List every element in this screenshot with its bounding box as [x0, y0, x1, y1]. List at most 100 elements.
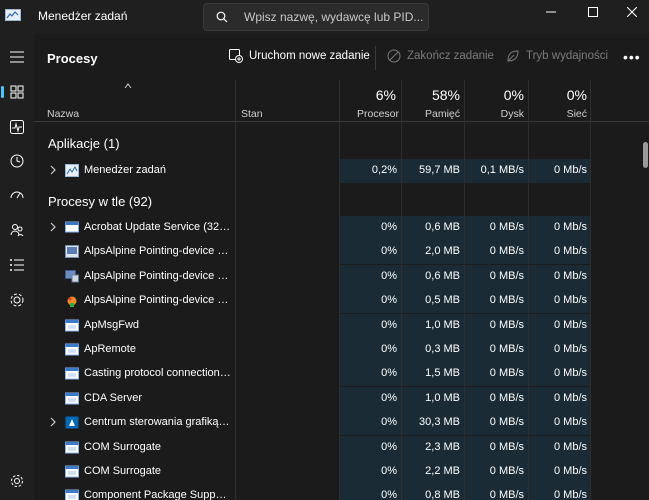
chevron-right-icon[interactable] [49, 222, 57, 232]
process-cpu: 0% [381, 318, 397, 331]
column-header-status[interactable]: Stan [241, 108, 263, 120]
network-cell-bg [529, 216, 590, 240]
column-header-disk[interactable]: Dysk [500, 108, 524, 120]
nav-services[interactable] [4, 287, 30, 313]
app-window-icon [65, 441, 79, 454]
maximize-icon [588, 7, 598, 17]
end-task-icon [387, 49, 401, 63]
cpu-cell-bg [340, 264, 401, 289]
memory-cell-bg [402, 362, 464, 387]
process-memory: 0,3 MB [425, 343, 460, 355]
process-row[interactable]: Acrobat Update Service (32-bi... 0% 0,6 MB… [34, 216, 649, 240]
process-name: Component Package Support ... [84, 489, 232, 500]
process-network: 0 Mb/s [553, 343, 587, 355]
process-row[interactable]: COM Surrogate 0% 2,2 MB 0 MB/s 0 Mb/s [34, 460, 649, 484]
nav-details[interactable] [4, 252, 30, 278]
process-row[interactable]: Centrum sterowania grafiką In... 0% 30,3 M… [34, 411, 649, 436]
process-network: 0 Mb/s [553, 318, 587, 331]
process-row[interactable]: Menedżer zadań 0,2% 59,7 MB 0,1 MB/s 0 Mb/s [34, 159, 649, 183]
process-name: AlpsAlpine Pointing-device Dri... [84, 245, 232, 258]
nav-app-history[interactable] [4, 148, 30, 174]
memory-cell-bg [402, 216, 464, 240]
cpu-cell-bg [340, 411, 401, 436]
network-cell-bg [529, 264, 590, 289]
process-row[interactable]: Component Package Support ... 0% 0,8 MB 0 M… [34, 484, 649, 500]
maximize-button[interactable] [573, 0, 613, 24]
cpu-total-percent[interactable]: 6% [375, 87, 396, 103]
network-total-percent[interactable]: 0% [566, 87, 587, 103]
column-header-network[interactable]: Sieć [566, 108, 587, 120]
nav-startup[interactable] [4, 182, 30, 208]
search-box[interactable] [203, 3, 429, 31]
process-cpu: 0% [381, 367, 397, 380]
process-network: 0 Mb/s [553, 269, 587, 282]
end-task-button[interactable]: Zakończ zadanie [387, 49, 494, 63]
service-window-icon [65, 221, 79, 234]
nav-users[interactable] [4, 217, 30, 243]
chevron-right-icon[interactable] [49, 165, 57, 175]
process-row[interactable]: ApRemote 0% 0,3 MB 0 MB/s 0 Mb/s [34, 338, 649, 362]
network-cell-bg [529, 484, 590, 500]
cpu-cell-bg [340, 289, 401, 314]
process-row[interactable]: AlpsAlpine Pointing-device Dri... 0% 0,6 M… [34, 264, 649, 289]
process-cpu: 0% [381, 343, 397, 355]
gear-icon [11, 475, 23, 487]
disk-total-percent[interactable]: 0% [503, 87, 524, 103]
app-window-icon [65, 319, 79, 332]
process-cpu: 0% [381, 391, 397, 404]
minimize-button[interactable] [531, 0, 571, 24]
process-row[interactable]: Casting protocol connection li... 0% 1,5 M… [34, 362, 649, 387]
run-new-task-button[interactable]: Uruchom nowe zadanie [229, 49, 370, 63]
process-cpu: 0% [381, 221, 397, 233]
nav-hamburger[interactable] [4, 44, 30, 70]
disk-cell-bg [465, 411, 528, 436]
disk-cell-bg [465, 216, 528, 240]
left-navigation [0, 34, 34, 500]
disk-cell-bg [465, 289, 528, 314]
column-header-memory[interactable]: Pamięć [424, 108, 460, 120]
process-row[interactable]: ApMsgFwd 0% 1,0 MB 0 MB/s 0 Mb/s [34, 313, 649, 338]
close-button[interactable] [612, 0, 649, 24]
nav-settings[interactable] [4, 468, 30, 494]
chevron-right-icon[interactable] [49, 417, 57, 427]
cpu-cell-bg [340, 159, 401, 183]
disk-cell-bg [465, 435, 528, 460]
search-input[interactable] [244, 9, 424, 25]
process-network: 0 Mb/s [553, 440, 587, 453]
task-manager-icon [65, 164, 79, 177]
memory-total-percent[interactable]: 58% [431, 87, 460, 103]
disk-cell-bg [465, 159, 528, 183]
process-memory: 0,6 MB [425, 221, 460, 233]
more-options-button[interactable]: ••• [623, 49, 641, 65]
group-header-background: Procesy w tle (92) [48, 194, 153, 209]
process-row[interactable]: AlpsAlpine Pointing-device Dri... 0% 2,0 M… [34, 240, 649, 265]
nav-performance[interactable] [4, 114, 30, 140]
sort-up-icon [124, 83, 132, 89]
memory-cell-bg [402, 386, 464, 411]
column-header-name[interactable]: Nazwa [47, 108, 80, 120]
process-cpu: 0% [381, 294, 397, 307]
process-disk: 0 MB/s [489, 440, 524, 453]
process-row[interactable]: COM Surrogate 0% 2,3 MB 0 MB/s 0 Mb/s [34, 435, 649, 460]
cpu-cell-bg [340, 460, 401, 484]
process-name: COM Surrogate [84, 440, 162, 453]
scrollbar-thumb[interactable] [643, 142, 648, 168]
disk-cell-bg [465, 362, 528, 387]
process-disk: 0 MB/s [489, 367, 524, 380]
process-name: COM Surrogate [84, 465, 162, 477]
services-icon [10, 293, 24, 307]
process-row[interactable]: AlpsAlpine Pointing-device Dri... 0% 0,5 M… [34, 289, 649, 314]
toolbar: Procesy Uruchom nowe zadanie Zakończ zad… [34, 34, 649, 80]
process-name: AlpsAlpine Pointing-device Dri... [84, 269, 232, 282]
efficiency-mode-button[interactable]: Tryb wydajności [506, 49, 608, 63]
column-header-cpu[interactable]: Procesor [356, 108, 399, 120]
process-disk: 0 MB/s [489, 465, 524, 477]
nav-processes[interactable] [1, 79, 30, 105]
cpu-cell-bg [340, 338, 401, 362]
process-row[interactable]: CDA Server 0% 1,0 MB 0 MB/s 0 Mb/s [34, 386, 649, 411]
network-cell-bg [529, 313, 590, 338]
processes-icon [10, 85, 24, 99]
leaf-icon [507, 50, 519, 62]
memory-cell-bg [402, 435, 464, 460]
disk-cell-bg [465, 264, 528, 289]
